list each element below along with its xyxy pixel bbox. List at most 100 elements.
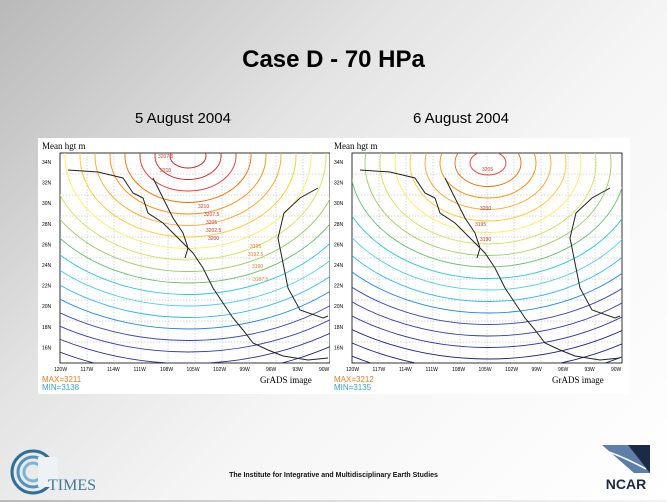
contour-line [154,153,222,180]
contour-value-label: 3195 [475,222,486,228]
lon-tick-label: 102W [505,367,518,373]
lon-tick-label: 99W [240,367,251,373]
max-value: MAX=3212 [334,375,374,384]
contour-value-label: 3190 [480,237,491,243]
lat-tick-label: 28N [334,222,344,228]
lon-tick-label: 93W [293,367,304,373]
contour-value-label: 3192.5 [248,252,264,258]
contour-value-label: 3210 [198,204,209,210]
max-value: MAX=3211 [42,375,82,384]
lat-tick-label: 30N [334,201,344,207]
lon-tick-label: 120W [346,367,359,373]
grads-label: GrADS image [552,375,604,385]
lat-tick-label: 24N [42,263,52,269]
contour-line [60,153,327,261]
lon-tick-label: 90W [611,367,622,373]
lon-tick-label: 96W [558,367,569,373]
lat-tick-label: 24N [334,263,344,269]
contour-line [60,223,330,284]
contour-line [94,153,282,226]
contour-line [60,290,330,330]
contour-value-label: 3205 [206,220,217,226]
times-logo-icon [10,449,58,495]
lon-tick-label: 99W [532,367,543,373]
contour-value-label: 3200 [480,206,491,212]
contour-value-label: 3207.5 [158,154,174,160]
map-plot-area: 3207.5 3210 3210 3207.5 3205 3202.5 3200 3195 31… [59,152,331,364]
ncar-logo: NCAR [594,443,658,493]
contour-line [469,153,507,176]
times-logo-text: TIMES [48,477,96,494]
grads-label: GrADS image [260,375,312,385]
contour-line [352,315,622,348]
lon-tick-label: 111W [426,367,439,373]
lat-tick-label: 20N [334,304,344,310]
lon-tick-label: 120W [54,367,67,373]
contour-line [79,153,297,238]
contour-value-label: 3190 [252,264,263,270]
lon-tick-label: 93W [585,367,596,373]
lat-tick-label: 30N [42,201,52,207]
lon-tick-label: 96W [266,367,277,373]
contour-line [60,275,330,318]
min-value: MIN=3135 [334,383,372,392]
contour-value-label: 3207.5 [204,212,220,218]
coastline [67,169,329,361]
lon-tick-label: 108W [160,367,173,373]
contour-value-label: 3187.5 [253,277,269,283]
lon-tick-label: 117W [81,367,94,373]
footer-text: The Institute for Integrative and Multid… [229,472,438,479]
map-plot-area: 3205 3200 3195 3190 [351,152,623,364]
lat-tick-label: 34N [334,160,344,166]
contour-line [169,153,207,169]
lon-tick-label: 111W [134,367,147,373]
contour-line [352,255,622,302]
contour-value-label: 3205 [482,167,493,173]
contour-value-label: 3202.5 [206,228,222,234]
contour-line [394,153,582,233]
lon-tick-label: 105W [187,367,200,373]
lat-tick-label: 16N [334,345,344,351]
map-header: Mean hgt m [334,141,378,151]
ncar-logo-icon [602,445,650,473]
contour-line [60,197,330,272]
contour-value-label: 3195 [250,244,261,250]
lat-tick-label: 32N [334,181,344,187]
contour-labels: 3207.5 3210 3210 3207.5 3205 3202.5 3200 3195 31… [158,154,269,283]
lon-tick-label: 102W [213,367,226,373]
lat-tick-label: 22N [334,284,344,290]
lon-tick-label: 105W [479,367,492,373]
contour-line [352,215,622,279]
ncar-logo-text: NCAR [605,476,647,492]
lat-tick-label: 18N [334,325,344,331]
date-label-right: 6 August 2004 [413,110,509,127]
contour-value-label: 3210 [160,168,171,174]
contour-line [60,242,330,295]
lat-tick-label: 26N [42,242,52,248]
contour-line [424,153,552,210]
coastline [359,169,621,361]
contour-line [379,153,597,245]
lat-tick-label: 34N [42,160,52,166]
lat-tick-label: 26N [334,242,344,248]
lon-tick-label: 117W [373,367,386,373]
contour-line [352,236,622,291]
lon-tick-label: 108W [452,367,465,373]
slide-title: Case D - 70 HPa [242,46,425,73]
contour-line [139,153,237,192]
contour-line [352,301,622,337]
contour-line [454,153,522,187]
contour-line [60,305,330,341]
contour-line [409,153,567,222]
contour-map-aug5: Mean hgt m NOAA-CIRES/Climate Diagnostic… [42,141,331,392]
contour-line [124,153,252,203]
lon-tick-label: 114W [399,367,412,373]
contour-line [439,153,537,199]
contour-line [109,153,267,215]
contour-line [60,319,330,353]
times-logo: TIMES [8,447,118,497]
map-panel-aug6: Mean hgt m NOAA-CIRES/Climate Diagnostic… [330,138,630,394]
lat-tick-label: 32N [42,181,52,187]
lon-tick-label: 90W [319,367,330,373]
date-label-left: 5 August 2004 [135,110,231,127]
